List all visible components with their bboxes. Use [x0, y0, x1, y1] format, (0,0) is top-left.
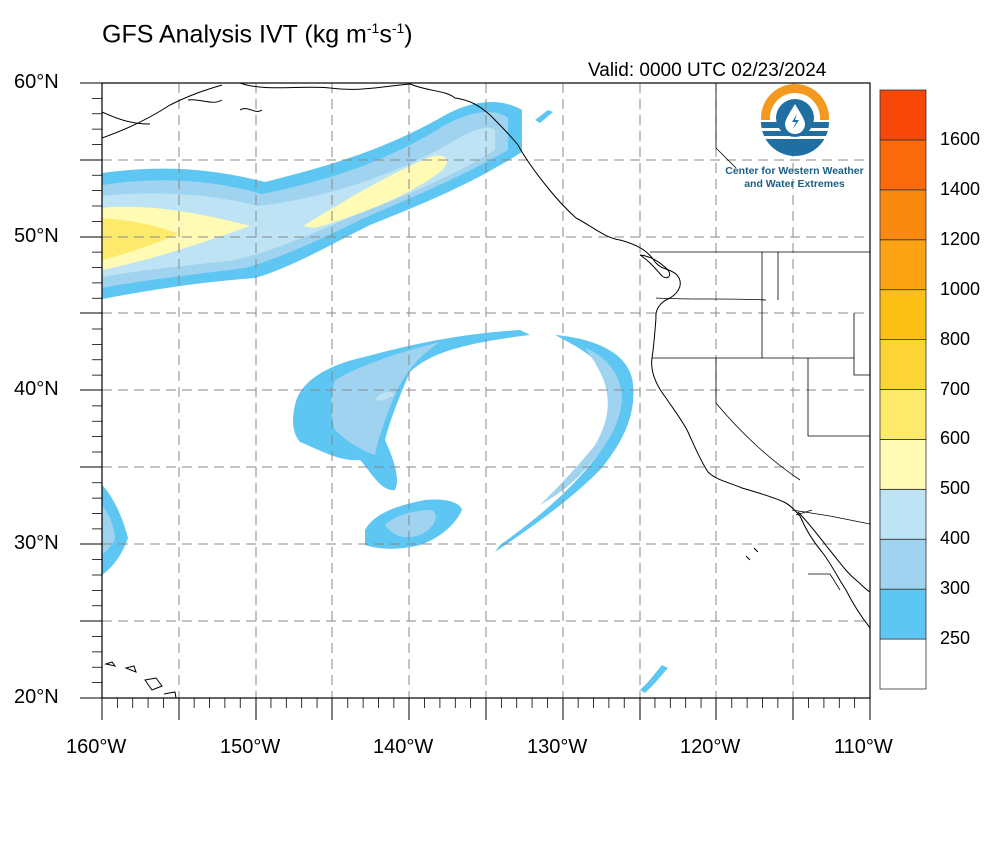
colorbar-swatch	[879, 538, 927, 590]
colorbar-label: 600	[940, 428, 971, 449]
colorbar-swatch	[879, 588, 927, 640]
valid-time-label: Valid: 0000 UTC 02/23/2024	[588, 60, 827, 81]
lon-label-160: 160°W	[66, 736, 127, 758]
ivt-patch-south-east	[640, 665, 668, 693]
colorbar-swatch	[879, 488, 927, 540]
colorbar-swatch	[879, 139, 927, 191]
ivt-shading	[102, 102, 668, 693]
colorbar-label: 700	[940, 378, 971, 399]
ivt-patch-west-edge	[102, 485, 128, 575]
idaho-border	[761, 252, 779, 358]
logo-caption: Center for Western Weather and Water Ext…	[712, 165, 877, 191]
colorbar-label: 250	[940, 628, 971, 649]
colorbar-label: 1600	[940, 128, 981, 149]
colorbar-swatch	[879, 439, 927, 490]
lon-label-150: 150°W	[220, 736, 281, 758]
map-title: GFS Analysis IVT (kg m-1s-1)	[102, 20, 413, 49]
colorbar-label: 300	[940, 578, 971, 599]
colorbar-swatch	[879, 289, 927, 340]
colorbar-label: 1400	[940, 178, 981, 199]
ivt-core-west	[102, 206, 250, 270]
bc-coast	[575, 217, 681, 299]
lon-label-120: 120°W	[680, 736, 741, 758]
colorbar-swatch	[879, 89, 927, 141]
colorbar-swatch	[879, 239, 927, 291]
lat-label-60: 60°N	[14, 71, 59, 93]
ivt-patch-west-edge-mid	[102, 505, 115, 555]
colorbar-swatch	[879, 389, 927, 440]
lon-label-140: 140°W	[373, 736, 434, 758]
colorbar-swatch	[879, 638, 927, 690]
us-mexico-border-west	[795, 509, 813, 516]
cw3e-logo-icon	[761, 84, 829, 156]
ivt-core-east	[303, 155, 447, 228]
ivt-arc-east	[495, 335, 634, 552]
colorbar-label: 500	[940, 478, 971, 499]
ivt-swirl-west-light	[375, 392, 395, 401]
ivt-swirl-west	[292, 330, 530, 491]
hawaii-islands	[104, 661, 177, 698]
alaska-coast	[102, 83, 577, 219]
mexico-border	[791, 509, 870, 525]
alaska-peninsula	[102, 99, 263, 125]
colorbar-label: 800	[940, 328, 971, 349]
axis-ticks	[80, 82, 871, 720]
channel-islands	[745, 547, 759, 561]
colorbar-swatch	[879, 339, 927, 390]
lat-label-20: 20°N	[14, 686, 59, 708]
colorbar-label: 1200	[940, 228, 981, 249]
vancouver-island	[639, 254, 671, 279]
pacific-coast	[651, 297, 801, 517]
ivt-core-west-inner	[102, 218, 178, 260]
colorbar-label: 400	[940, 528, 971, 549]
minor-ticks	[92, 97, 856, 708]
sonora-chihuahua-border	[808, 573, 841, 591]
washington-oregon-border	[655, 297, 767, 301]
colorbar-swatch	[879, 189, 927, 241]
ivt-blob-south-mid	[385, 510, 436, 538]
coastlines	[102, 83, 870, 698]
ivt-arc-east-mid	[540, 348, 622, 505]
lon-label-110: 110°W	[834, 736, 893, 758]
wyoming-border	[853, 313, 870, 376]
lat-label-50: 50°N	[14, 225, 59, 247]
ivt-patch-alaska-east	[535, 110, 553, 123]
colorbar-label: 1000	[940, 278, 981, 299]
gulf-of-california	[797, 511, 870, 593]
logo-line-2: and Water Extremes	[744, 178, 845, 190]
logo-line-1: Center for Western Weather	[725, 165, 864, 177]
colorbar	[879, 89, 927, 690]
lat-label-40: 40°N	[14, 378, 59, 400]
lat-lon-grid	[102, 83, 870, 698]
baja-coast	[799, 515, 870, 629]
alaska-canada-border	[715, 83, 737, 169]
political-borders	[650, 83, 870, 591]
nevada-border	[715, 358, 801, 481]
utah-border	[807, 358, 870, 437]
lat-label-30: 30°N	[14, 532, 59, 554]
lon-label-130: 130°W	[527, 736, 588, 758]
